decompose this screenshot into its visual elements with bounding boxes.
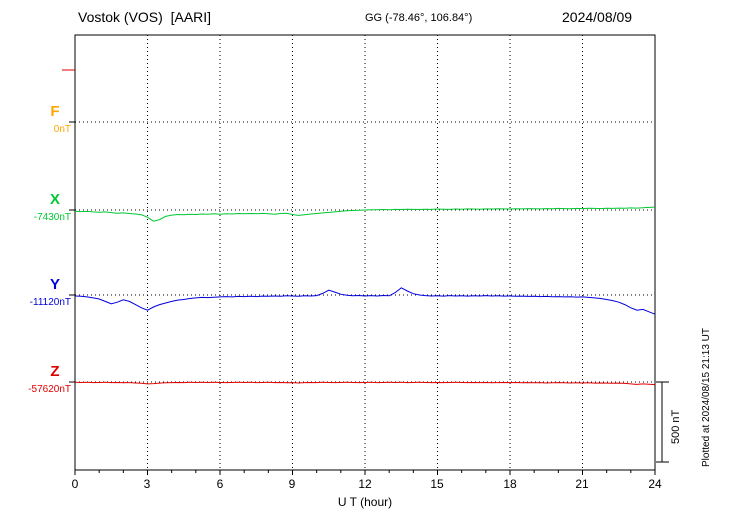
x-tick-label: 3 [143, 477, 151, 491]
x-tick-label: 21 [575, 477, 589, 491]
x-tick-label: 15 [430, 477, 444, 491]
trace-Y [74, 287, 656, 315]
series-letter-y: Y [49, 276, 60, 293]
series-letter-z: Z [50, 363, 60, 380]
plot-frame [74, 34, 656, 471]
x-axis-label: U T (hour) [337, 495, 393, 509]
series-baseline-z: -57620nT [28, 384, 71, 395]
series-baseline-y: -11120nT [29, 297, 71, 308]
geographic-coords: GG (-78.46°, 106.84°) [365, 12, 473, 24]
series-baseline-x: -7430nT [33, 212, 71, 223]
x-tick-label: 24 [648, 477, 662, 491]
plot-date: 2024/08/09 [562, 9, 633, 25]
plotted-at-label: Plotted at 2024/08/15 21:13 UT [701, 328, 712, 467]
x-tick-label: 6 [216, 477, 224, 491]
x-tick-label: 18 [503, 477, 517, 491]
scale-bar-label: 500 nT [670, 409, 682, 444]
x-tick-label: 0 [71, 477, 79, 491]
trace-X [74, 206, 656, 222]
series-letter-f: F [50, 103, 60, 120]
series-letter-x: X [49, 191, 60, 208]
x-tick-label: 12 [358, 477, 372, 491]
trace-Z [74, 381, 656, 386]
x-tick-label: 9 [288, 477, 296, 491]
series-baseline-f: 0nT [53, 124, 71, 135]
station-title: Vostok (VOS) [AARI] [78, 9, 212, 25]
